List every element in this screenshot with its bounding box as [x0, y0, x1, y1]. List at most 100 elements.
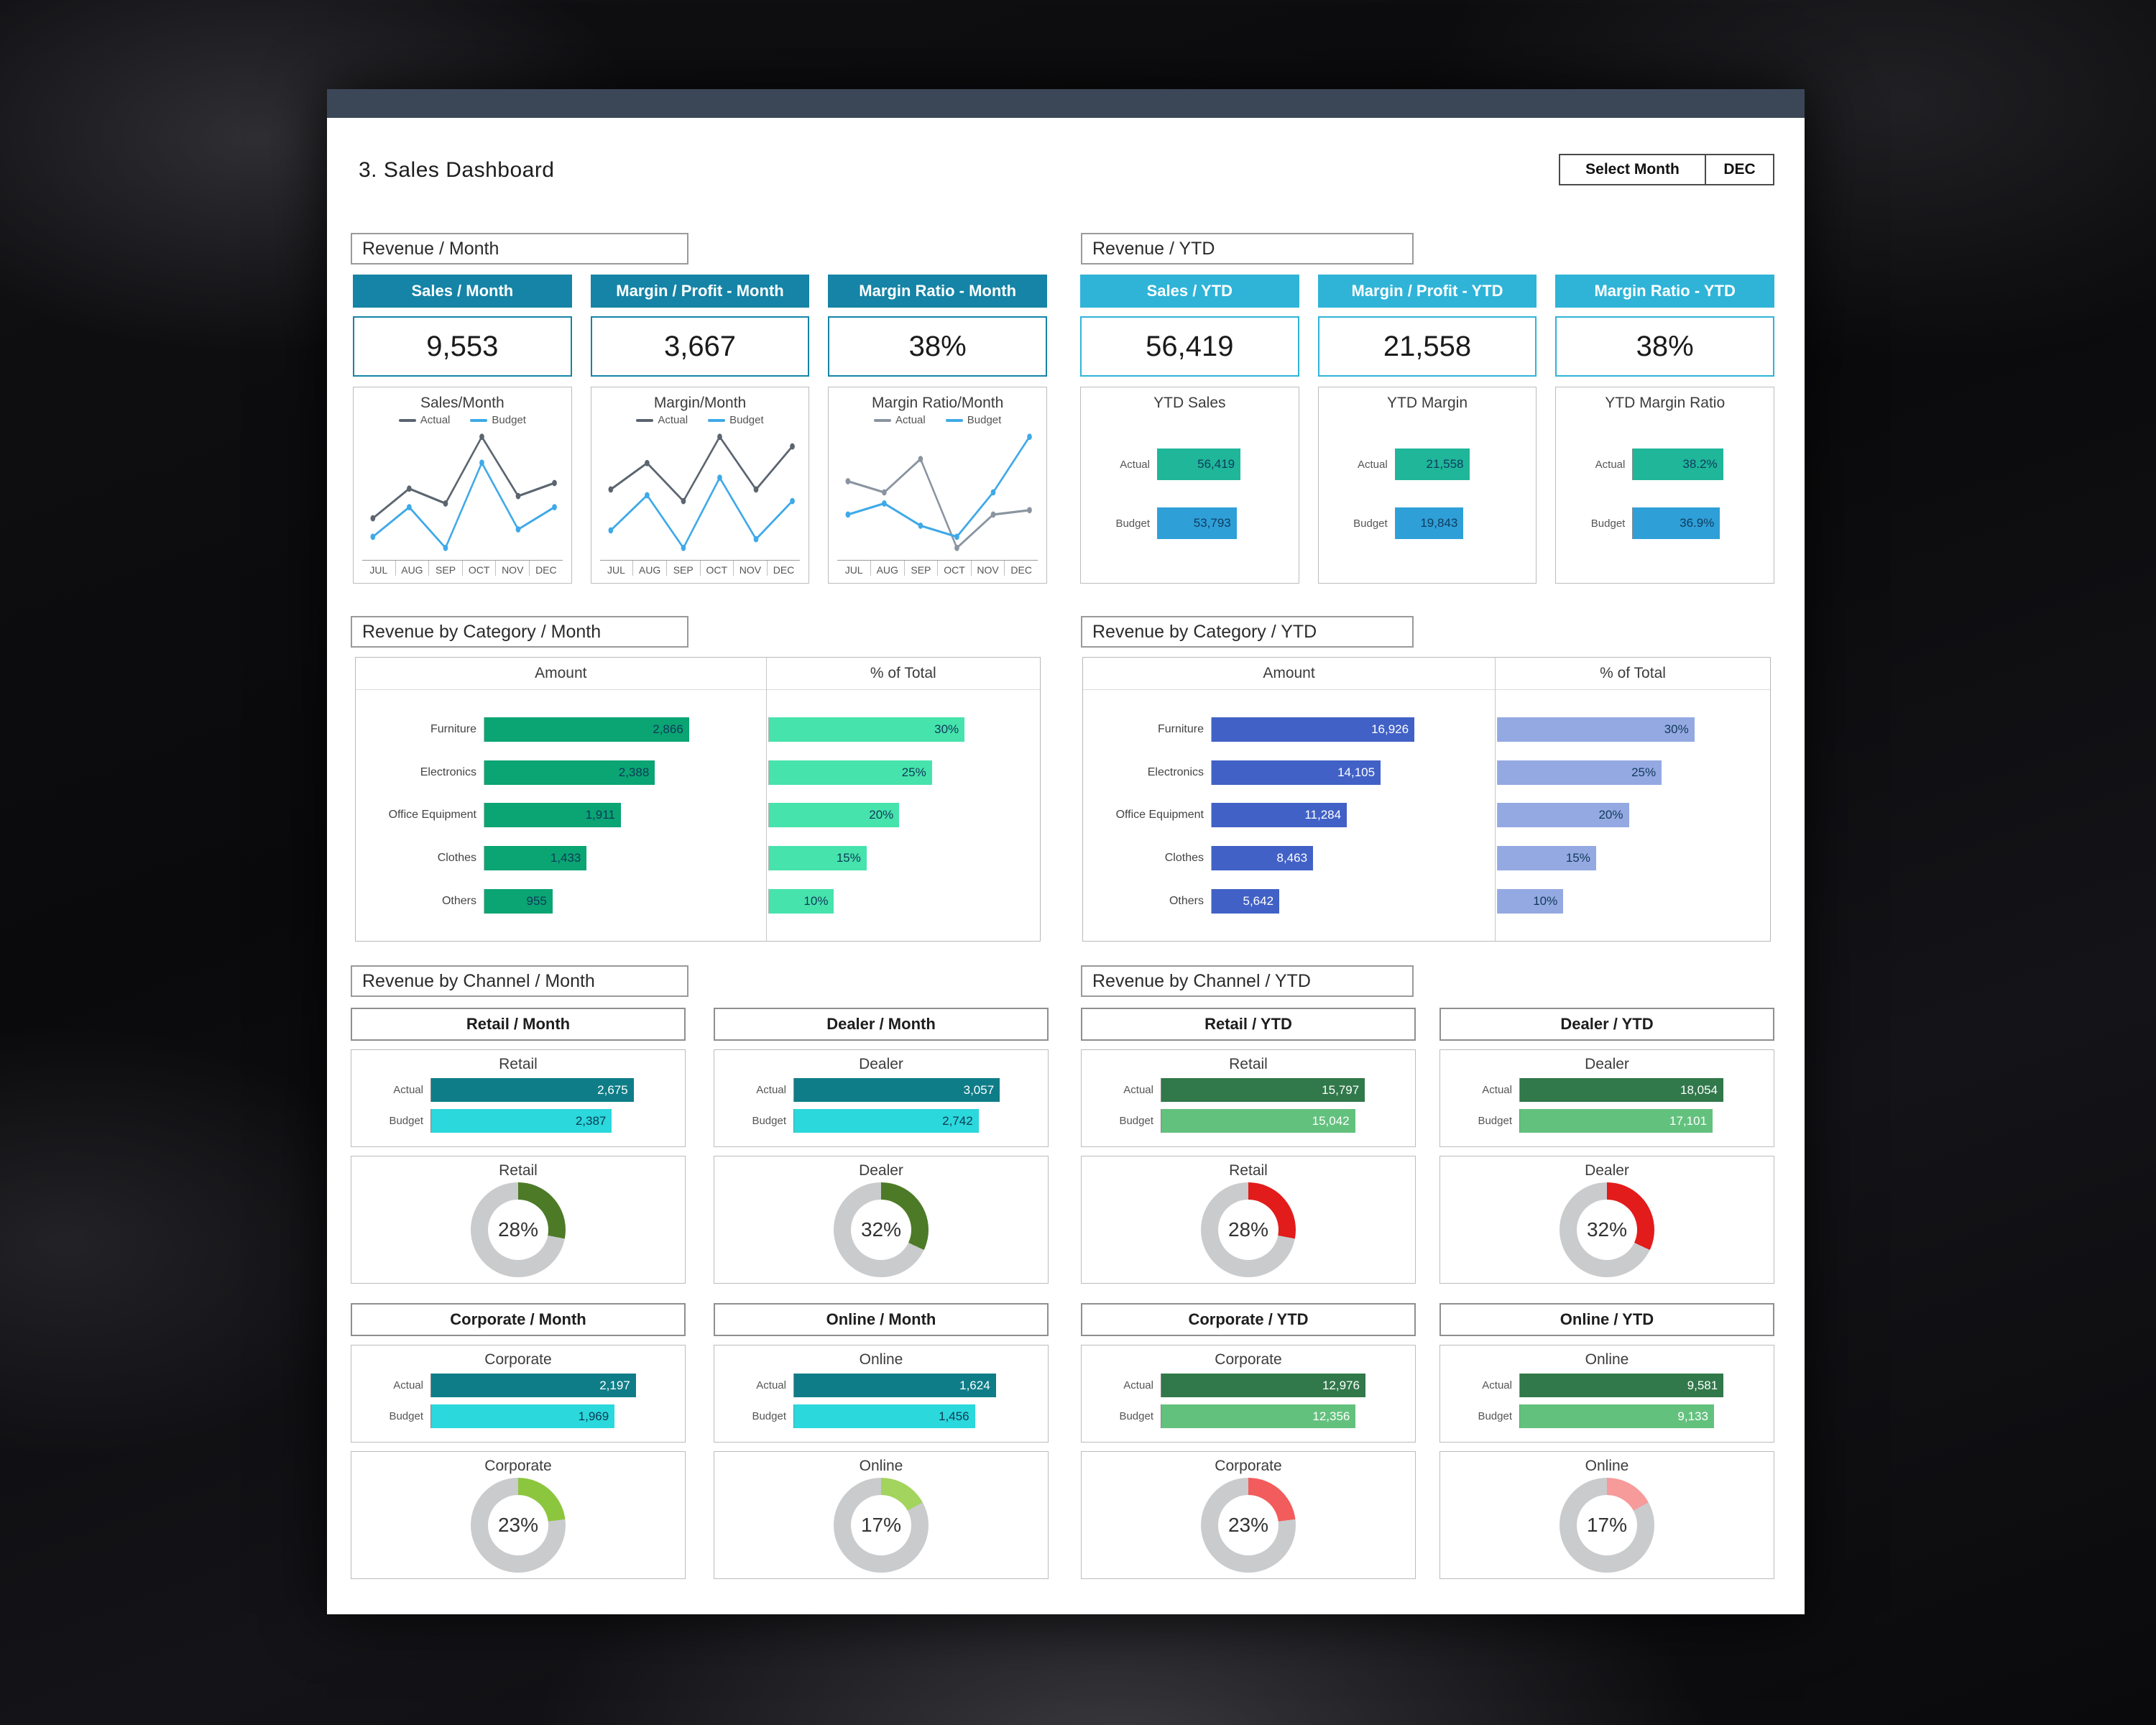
bar: 10% [1498, 889, 1564, 914]
bar-track: 20% [1497, 803, 1760, 828]
bar: 56,419 [1158, 448, 1241, 480]
dealer-month-bar-chart: Actual 3,057 Budget 2,742 [726, 1073, 1036, 1138]
donut-percent: 28% [1227, 1218, 1269, 1241]
bar-track: 56,419 [1157, 448, 1290, 480]
bar-row-label: Budget [1478, 1410, 1512, 1422]
bar-row: Budget 17,101 [1452, 1109, 1762, 1133]
bar-row: Office Equipment 1,911 [356, 803, 756, 828]
bar-track: 9,581 [1519, 1374, 1762, 1397]
page-title: 3. Sales Dashboard [359, 158, 555, 182]
chart-title: Amount [356, 658, 766, 690]
bar-track: 10% [1497, 889, 1760, 914]
selected-month-button[interactable]: DEC [1706, 154, 1774, 185]
kpi-margin-ratio-ytd: Margin Ratio - YTD 38% YTD Margin Ratio … [1555, 275, 1775, 584]
select-month-button[interactable]: Select Month [1559, 154, 1706, 185]
bar-track: 20% [768, 803, 1030, 828]
chart-title: Margin Ratio/Month [872, 395, 1004, 411]
channel-block-retail-ytd: Retail / YTD Retail Actual 15,797 Budget 15… [1081, 1008, 1416, 1284]
bar-row-label: Actual [1120, 458, 1150, 471]
x-axis-label: OCT [938, 561, 972, 576]
bar-row: Electronics 2,388 [356, 760, 756, 785]
bar-row-label: Office Equipment [1115, 809, 1204, 822]
donut-hole: 28% [1218, 1200, 1279, 1260]
chart-title: Online [1585, 1458, 1629, 1474]
bar-track: 36.9% [1632, 507, 1765, 539]
x-axis-label: OCT [701, 561, 734, 576]
bar-value: 2,387 [575, 1113, 607, 1128]
x-axis-label: JUL [600, 561, 634, 576]
kpi-group-ytd: Sales / YTD 56,419 YTD Sales Actual 56,41… [1080, 275, 1775, 584]
bar-row-label: Budget [1353, 517, 1388, 530]
kpi-margin-ratio-month: Margin Ratio - Month 38% Margin Ratio/Mo… [828, 275, 1048, 584]
bar: 14,105 [1212, 760, 1381, 785]
channel-donut-panel: Dealer 32% [1439, 1156, 1774, 1284]
x-axis-label: JUL [837, 561, 871, 576]
section-label-revenue-ytd: Revenue / YTD [1081, 233, 1414, 264]
chart-title: YTD Sales [1153, 395, 1226, 411]
online-ytd-donut-chart: 17% [1560, 1478, 1654, 1573]
bar-value: 15% [1565, 851, 1590, 865]
online-ytd-bar-chart: Actual 9,581 Budget 9,133 [1452, 1368, 1762, 1433]
bar: 9,581 [1520, 1374, 1724, 1397]
donut-percent: 28% [497, 1218, 539, 1241]
bar-row-label: Actual [1357, 458, 1388, 471]
donut-hole: 17% [1577, 1495, 1637, 1555]
bar-row: Others10% [1497, 889, 1760, 914]
bar: 15% [1498, 846, 1596, 871]
chart-title: Corporate [484, 1458, 552, 1474]
retail-month-bar-chart: Actual 2,675 Budget 2,387 [363, 1073, 673, 1138]
bar-track: 19,843 [1394, 507, 1528, 539]
bar-row: Actual 2,197 [363, 1374, 673, 1397]
chart-title: Sales/Month [420, 395, 505, 411]
bar-value: 1,433 [550, 851, 581, 865]
bar: 18,054 [1520, 1078, 1723, 1102]
channel-block-retail-month: Retail / Month Retail Actual 2,675 Budget 2… [351, 1008, 686, 1284]
bar-value: 30% [934, 722, 959, 736]
bar-track: 1,456 [793, 1404, 1036, 1428]
bar-value: 1,624 [959, 1378, 990, 1392]
donut-hole: 32% [851, 1200, 911, 1260]
ytd-margin-ratio-chart-panel: YTD Margin Ratio Actual 38.2% Budget 36.9% [1555, 387, 1775, 584]
bar-track: 2,866 [484, 717, 756, 742]
category-ytd-amount-chart: Furniture 16,926 Electronics 14,105 Office E… [1083, 690, 1495, 941]
margin-month-line-chart: Actual Budget JUL AUG SEP OCT NOV DEC [599, 412, 801, 576]
bar-track: 11,284 [1211, 803, 1485, 828]
bar-track: 1,969 [430, 1404, 673, 1428]
bar-value: 18,054 [1680, 1082, 1718, 1097]
bar-track: 2,742 [793, 1109, 1036, 1133]
chart-title: Online [859, 1351, 903, 1368]
chart-title: Corporate [1215, 1458, 1282, 1474]
bar-track: 30% [768, 717, 1030, 742]
bar: 5,642 [1212, 889, 1280, 914]
bar-value: 2,675 [597, 1082, 628, 1097]
x-axis-label: NOV [972, 561, 1005, 576]
chart-legend: Actual Budget [837, 414, 1038, 426]
category-amount-pane: Amount Furniture 16,926 Electronics 14,105 O… [1083, 658, 1496, 941]
bar-row-label: Budget [1119, 1410, 1153, 1422]
chart-title: Margin/Month [653, 395, 747, 411]
donut-percent: 17% [1586, 1514, 1628, 1536]
bar: 19,843 [1395, 507, 1464, 539]
month-picker: Select Month DEC [1559, 154, 1774, 185]
bar-row: Actual 18,054 [1452, 1078, 1762, 1102]
bar: 17,101 [1520, 1109, 1713, 1133]
x-axis-label: NOV [496, 561, 530, 576]
bar-track: 15,042 [1161, 1109, 1404, 1133]
online-month-donut-chart: 17% [834, 1478, 929, 1573]
bar-track: 38.2% [1632, 448, 1765, 480]
bar: 9,133 [1520, 1404, 1714, 1428]
channel-donut-panel: Retail 28% [1081, 1156, 1416, 1284]
channel-block-online-month: Online / Month Online Actual 1,624 Budget 1… [714, 1303, 1049, 1579]
bar-track: 15,797 [1161, 1078, 1404, 1102]
channel-block-online-ytd: Online / YTD Online Actual 9,581 Budget 9,1… [1439, 1303, 1774, 1579]
channel-bar-panel: Corporate Actual 12,976 Budget 12,356 [1081, 1345, 1416, 1443]
ytd-sales-chart-panel: YTD Sales Actual 56,419 Budget 53,793 [1080, 387, 1299, 584]
dealer-ytd-donut-chart: 32% [1560, 1182, 1654, 1277]
bar: 16,926 [1212, 717, 1415, 742]
legend-item: Actual [398, 414, 450, 426]
line-plot [845, 433, 1033, 551]
bar-track: 18,054 [1519, 1078, 1762, 1102]
kpi-header: Margin Ratio - Month [828, 275, 1048, 308]
bar-track: 1,911 [484, 803, 756, 828]
bar-value: 9,581 [1687, 1378, 1718, 1392]
